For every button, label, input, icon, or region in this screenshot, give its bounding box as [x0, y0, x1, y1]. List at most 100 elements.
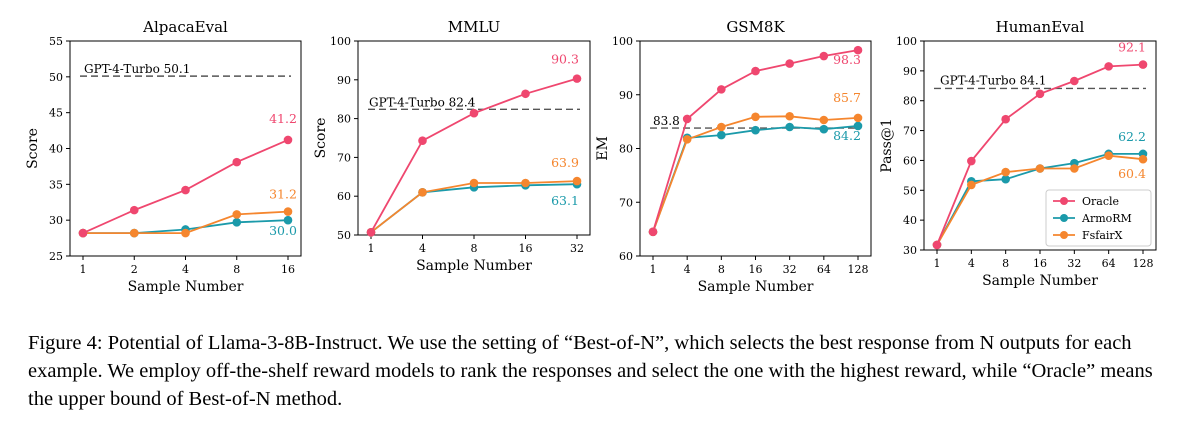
series-oracle: 98.3: [648, 45, 863, 237]
data-point-fsfairx: [283, 207, 293, 216]
data-point-fsfairx: [418, 188, 427, 197]
data-point-fsfairx: [785, 111, 794, 121]
data-point-oracle: [129, 205, 139, 215]
y-tick-label: 70: [619, 196, 633, 209]
data-point-fsfairx: [232, 210, 242, 219]
data-point-oracle: [785, 59, 794, 68]
series-oracle: 92.1: [932, 40, 1148, 250]
data-point-fsfairx: [682, 135, 692, 144]
x-tick-label: 8: [1002, 257, 1009, 270]
y-tick-label: 100: [330, 35, 351, 48]
reference-label: GPT-4-Turbo 82.4: [369, 95, 476, 109]
data-point-fsfairx: [853, 113, 863, 123]
data-point-fsfairx: [129, 228, 139, 238]
chart-title: HumanEval: [996, 18, 1085, 36]
series-fsfairx: 85.7: [648, 90, 863, 237]
data-point-fsfairx: [1138, 154, 1148, 164]
y-tick-label: 80: [337, 113, 351, 126]
x-tick-label: 1: [368, 242, 375, 255]
data-point-armorm: [751, 125, 760, 135]
y-tick-label: 50: [337, 229, 351, 242]
x-tick-label: 4: [684, 263, 691, 276]
series-armorm: 63.1: [366, 179, 582, 237]
data-point-oracle: [1001, 114, 1010, 124]
data-point-oracle: [853, 45, 863, 55]
x-axis-label: Sample Number: [128, 279, 244, 295]
x-tick-label: 8: [718, 263, 725, 276]
x-tick-label: 32: [1067, 257, 1081, 270]
figure-caption: Figure 4: Potential of Llama-3-8B-Instru…: [28, 332, 1153, 410]
x-tick-label: 1: [80, 263, 87, 276]
y-axis-label: EM: [595, 136, 611, 161]
legend-box: [1045, 189, 1152, 247]
y-tick-label: 60: [337, 190, 351, 203]
value-label-oracle: 41.2: [269, 111, 297, 126]
y-tick-label: 30: [903, 244, 917, 257]
data-point-oracle: [521, 89, 530, 99]
y-tick-label: 60: [619, 250, 633, 263]
panel-mmlu: MMLU 50 60 70 80 90 100 1 4 8 16 32 Sample Number Sco…: [313, 18, 591, 274]
x-tick-label: 4: [182, 263, 189, 276]
data-point-oracle: [283, 135, 293, 145]
data-point-oracle: [78, 228, 88, 238]
y-tick-label: 50: [49, 71, 63, 84]
legend-marker-fsfairx: [1060, 231, 1068, 239]
series-fsfairx: 63.9: [366, 155, 582, 237]
value-label-oracle: 98.3: [833, 52, 861, 67]
y-tick-label: 35: [49, 178, 63, 191]
legend-label-armorm: ArmoRM: [1081, 212, 1132, 225]
chart-title: GSM8K: [726, 18, 785, 36]
x-axis-label: Sample Number: [698, 279, 814, 295]
reference-label: GPT-4-Turbo 50.1: [84, 62, 190, 76]
x-tick-label: 32: [570, 242, 584, 255]
data-point-oracle: [819, 51, 829, 61]
data-point-fsfairx: [717, 122, 726, 132]
value-label-fsfairx: 63.9: [551, 155, 579, 170]
data-point-oracle: [1138, 60, 1148, 69]
data-point-armorm: [785, 122, 794, 132]
data-point-oracle: [1070, 76, 1079, 86]
data-point-fsfairx: [1001, 167, 1010, 177]
x-axis-label: Sample Number: [416, 258, 532, 274]
y-tick-label: 90: [619, 89, 633, 102]
y-axis-label: Score: [313, 118, 329, 159]
y-tick-label: 90: [337, 74, 351, 87]
value-label-armorm: 62.2: [1118, 129, 1146, 144]
x-axis-label: Sample Number: [982, 273, 1098, 289]
panel-gsm8k: GSM8K 60 70 80 90 100 1 4 8 16 32 64 128 Sample Numbe…: [595, 18, 872, 295]
data-point-oracle: [1035, 89, 1045, 99]
figure-4-charts: AlpacaEval 25 30 35 40 45 50 55 1 2 4 8 16 Sample Num…: [25, 18, 1157, 295]
x-tick-label: 8: [233, 263, 240, 276]
data-point-oracle: [366, 227, 376, 237]
data-point-armorm: [283, 215, 293, 225]
series-oracle: 90.3: [366, 52, 582, 237]
data-point-oracle: [418, 136, 427, 146]
data-point-oracle: [751, 66, 760, 76]
x-tick-label: 16: [1033, 257, 1047, 270]
x-tick-label: 128: [1133, 257, 1154, 270]
y-tick-label: 50: [903, 184, 917, 197]
y-tick-label: 100: [612, 35, 633, 48]
data-point-oracle: [967, 156, 976, 166]
value-label-armorm: 30.0: [269, 223, 297, 238]
series-oracle: 41.2: [78, 111, 297, 238]
x-tick-label: 4: [419, 242, 426, 255]
legend-label-oracle: Oracle: [1082, 195, 1119, 208]
y-tick-label: 60: [903, 154, 917, 167]
data-point-armorm: [717, 130, 726, 140]
data-point-oracle: [682, 114, 692, 124]
y-tick-label: 45: [49, 107, 63, 120]
x-tick-label: 4: [968, 257, 975, 270]
data-point-fsfairx: [751, 112, 760, 122]
data-point-fsfairx: [1070, 164, 1079, 173]
data-point-armorm: [1001, 174, 1010, 184]
data-point-armorm: [819, 124, 829, 134]
x-tick-label: 128: [848, 263, 869, 276]
data-point-armorm: [232, 218, 242, 227]
y-tick-label: 40: [49, 143, 63, 156]
x-tick-label: 16: [519, 242, 533, 255]
x-tick-label: 1: [650, 263, 657, 276]
y-tick-label: 70: [337, 151, 351, 164]
y-tick-label: 30: [49, 214, 63, 227]
value-label-armorm: 84.2: [833, 128, 861, 143]
